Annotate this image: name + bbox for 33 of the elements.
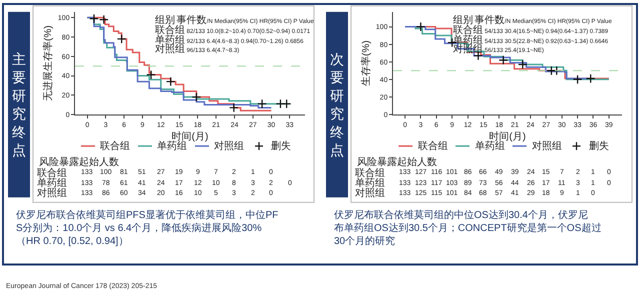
point <box>498 55 508 65</box>
point <box>257 99 267 109</box>
legend-label: 对照组 <box>532 140 562 152</box>
legend-label: 单药组 <box>475 140 505 152</box>
point <box>116 34 126 44</box>
text: 伏罗尼布联合依维莫司组PFS显著优于依维莫司组，中位PFS分别为：10.0个月 vs 6.4个月，降低疾病进展风险30%（HR 0.70, [0.52, 0.94]） <box>16 209 278 247</box>
legend-label: 联合组 <box>100 140 130 152</box>
point <box>166 76 176 86</box>
legend-label: 对照组 <box>214 140 244 152</box>
y-axis-title: 无进展生存率(%) <box>42 25 54 101</box>
legend-label: 删失 <box>271 140 291 152</box>
point <box>89 14 99 24</box>
point <box>146 70 156 80</box>
point <box>229 102 239 113</box>
point <box>276 99 286 109</box>
point <box>192 92 202 102</box>
legend-label: 联合组 <box>418 140 448 152</box>
point <box>416 22 426 32</box>
text: 风险暴露起始人数 <box>357 156 437 168</box>
legend-label: 删失 <box>589 140 609 152</box>
text: 风险暴露起始人数 <box>39 156 119 168</box>
point <box>99 14 109 24</box>
x-axis-title: 时间(月) <box>172 130 208 142</box>
point <box>518 60 528 70</box>
y-axis-title: 生存率(%) <box>360 40 372 86</box>
point <box>572 74 582 84</box>
point <box>586 74 596 84</box>
legend-label: 单药组 <box>157 140 187 152</box>
point <box>282 99 292 109</box>
x-axis-title: 时间(月) <box>489 130 526 142</box>
text: 伏罗尼布联合依维莫司组的中位OS达到30.4个月，伏罗尼布单药组OS达到30.5个月；CONCEPT研究是第一个OS超过30个月的研究 <box>334 209 602 247</box>
text: 次要研究终点 <box>330 51 344 158</box>
text: 主要研究终点 <box>12 51 26 158</box>
